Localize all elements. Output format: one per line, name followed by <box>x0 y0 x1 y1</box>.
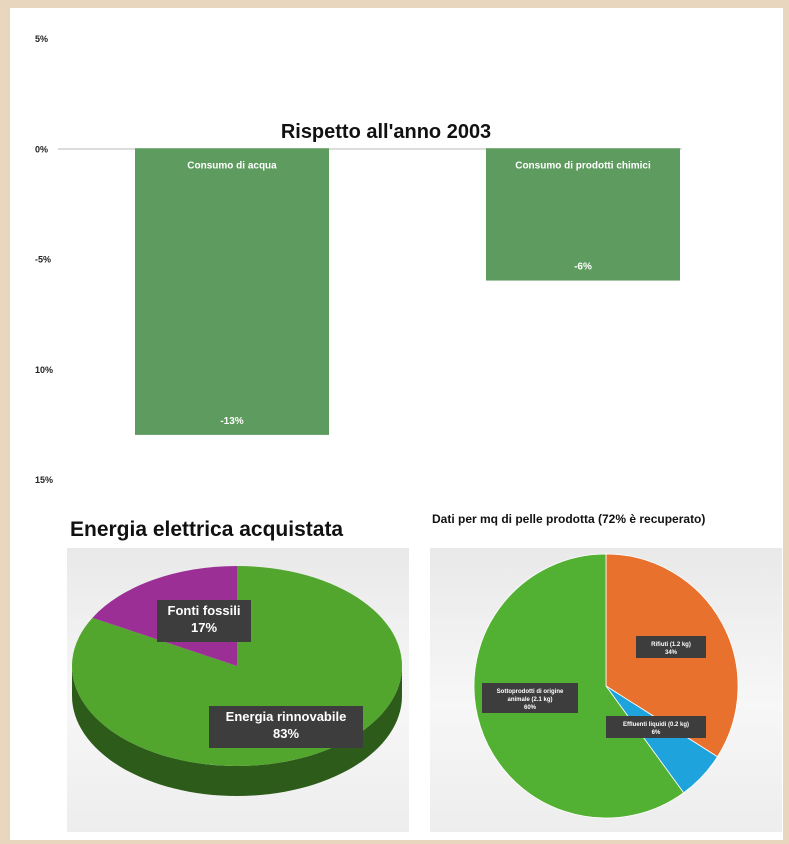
bar-chart-title: Rispetto all'anno 2003 <box>281 121 491 143</box>
pie-slice-value: 83% <box>273 726 299 741</box>
pie-slice <box>473 553 685 819</box>
pie-slice-label: Fonti fossili <box>168 603 241 618</box>
bar <box>486 148 680 281</box>
pie1-chart: Fonti fossili 17% Energia rinnovabile 83% <box>71 566 402 796</box>
pie-label-box <box>606 716 706 738</box>
y-tick-label: 0% <box>35 144 48 154</box>
pie2-plot-area: Rifiuti (1.2 kg) 34% Effluenti liquidi (0.… <box>430 548 782 832</box>
pie-slice-label: animale (2.1 kg) <box>507 697 552 703</box>
pie1-title: Energia elettrica acquistata <box>70 518 344 541</box>
pie-slice-side <box>72 666 402 796</box>
bar-data-label: -6% <box>574 262 592 273</box>
pie-label-box <box>157 600 251 642</box>
pie-slice-label: Effluenti liquidi (0.2 kg) <box>623 722 689 728</box>
pie-label-box <box>636 636 706 658</box>
y-tick-label: 5% <box>35 34 48 44</box>
pie-slice-label: Rifiuti (1.2 kg) <box>651 642 691 648</box>
pie-slice-label: Sottoprodotti di origine <box>497 689 564 695</box>
pie-slice-label: 60% <box>524 705 537 711</box>
y-tick-label: -5% <box>35 255 51 265</box>
pie-label-box <box>209 706 363 748</box>
pie-slice-value: 17% <box>191 620 217 635</box>
pie1-plot-area: Fonti fossili 17% Energia rinnovabile 83% <box>67 548 409 832</box>
bar-category-label: Consumo di prodotti chimici <box>515 160 651 171</box>
y-tick-label: 10% <box>35 365 53 375</box>
pie2-chart: Rifiuti (1.2 kg) 34% Effluenti liquidi (0.… <box>473 553 739 819</box>
pie-slice-label: Energia rinnovabile <box>226 709 347 724</box>
y-tick-label: 15% <box>35 475 53 485</box>
bar-category-label: Consumo di acqua <box>187 160 277 171</box>
pie-slice-label: 34% <box>665 650 678 656</box>
bar-data-label: -13% <box>220 416 243 427</box>
pie-slice-label: 6% <box>652 730 661 736</box>
bar <box>135 148 329 435</box>
pie2-title: Dati per mq di pelle prodotta (72% è rec… <box>432 512 706 526</box>
bar-chart: 5% 0% -5% 10% 15% Rispetto all'anno 2003 Con… <box>35 34 682 485</box>
pie-label-box <box>482 683 578 713</box>
